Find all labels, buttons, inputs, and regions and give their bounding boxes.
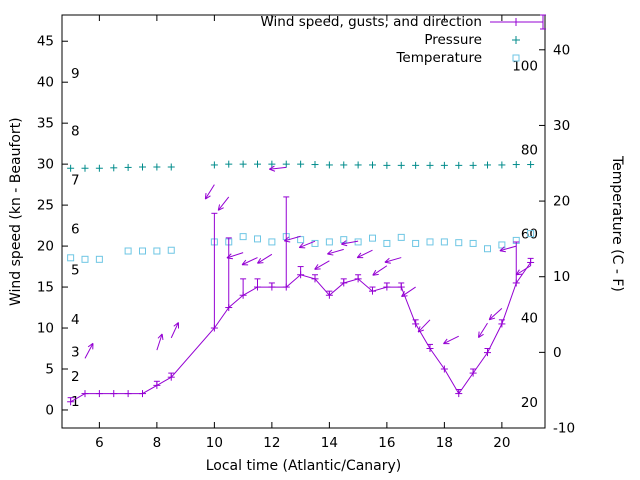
fahrenheit-label: 80 [521,143,538,159]
y-left-tick-label: 35 [37,116,54,132]
beaufort-label: 5 [71,263,80,279]
legend: Wind speed, gusts, and direction Pressur… [260,13,547,67]
x-axis-label: Local time (Atlantic/Canary) [205,458,402,474]
beaufort-label: 2 [71,369,80,385]
x-tick-label: 6 [95,435,104,451]
legend-label-pressure: Pressure [424,32,482,48]
axes-frame [61,14,546,429]
y-right-tick-label: 0 [553,345,562,361]
temperature-series-sample-icon [512,54,520,62]
wind-series [67,196,535,406]
y-left-tick-label: 15 [37,280,54,296]
legend-label-temperature: Temperature [396,50,482,66]
fahrenheit-label: 40 [521,311,538,327]
temperature-series [67,230,535,263]
y-left-tick-label: 30 [37,157,54,173]
fahrenheit-label: 100 [512,59,538,75]
legend-item-temperature: Temperature [260,49,547,67]
y-right-tick-label: 20 [553,194,570,210]
y-left-tick-label: 5 [45,362,54,378]
pressure-series [67,160,535,172]
beaufort-label: 7 [71,173,80,189]
legend-item-wind: Wind speed, gusts, and direction [260,13,547,31]
fahrenheit-label: 20 [521,395,538,411]
tick-labels: 6 8 10 12 14 16 18 20051015202530354045-1001020… [37,34,575,451]
x-tick-label: 18 [436,435,453,451]
y-left-tick-label: 20 [37,239,54,255]
y-right-tick-label: 30 [553,118,570,134]
legend-label-wind: Wind speed, gusts, and direction [260,14,482,30]
beaufort-label: 1 [71,394,80,410]
beaufort-label: 9 [71,66,80,82]
x-tick-label: 12 [263,435,280,451]
wind-series-sample-icon [490,14,546,30]
x-tick-label: 14 [321,435,338,451]
y-left-tick-label: 0 [45,402,54,418]
wind-direction-arrows [84,165,531,359]
y-right-tick-label: 40 [553,42,570,58]
y-axis-right-label: Temperature (C - F) [609,156,625,292]
y-left-tick-label: 10 [37,321,54,337]
x-tick-label: 8 [153,435,162,451]
legend-item-pressure: Pressure [260,31,547,49]
pressure-series-sample-icon [512,36,520,44]
y-left-tick-label: 25 [37,198,54,214]
beaufort-label: 3 [71,345,80,361]
x-tick-label: 16 [378,435,395,451]
x-tick-label: 20 [493,435,510,451]
y-right-tick-label: -10 [553,421,575,437]
y-right-tick-label: 10 [553,269,570,285]
beaufort-label: 6 [71,222,80,238]
y-left-tick-label: 40 [37,75,54,91]
y-axis-left-label: Wind speed (kn - Beaufort) [8,117,24,306]
fahrenheit-label: 60 [521,227,538,243]
beaufort-label: 8 [71,123,80,139]
beaufort-label: 4 [71,312,80,328]
x-tick-label: 10 [206,435,223,451]
y-left-tick-label: 45 [37,34,54,50]
